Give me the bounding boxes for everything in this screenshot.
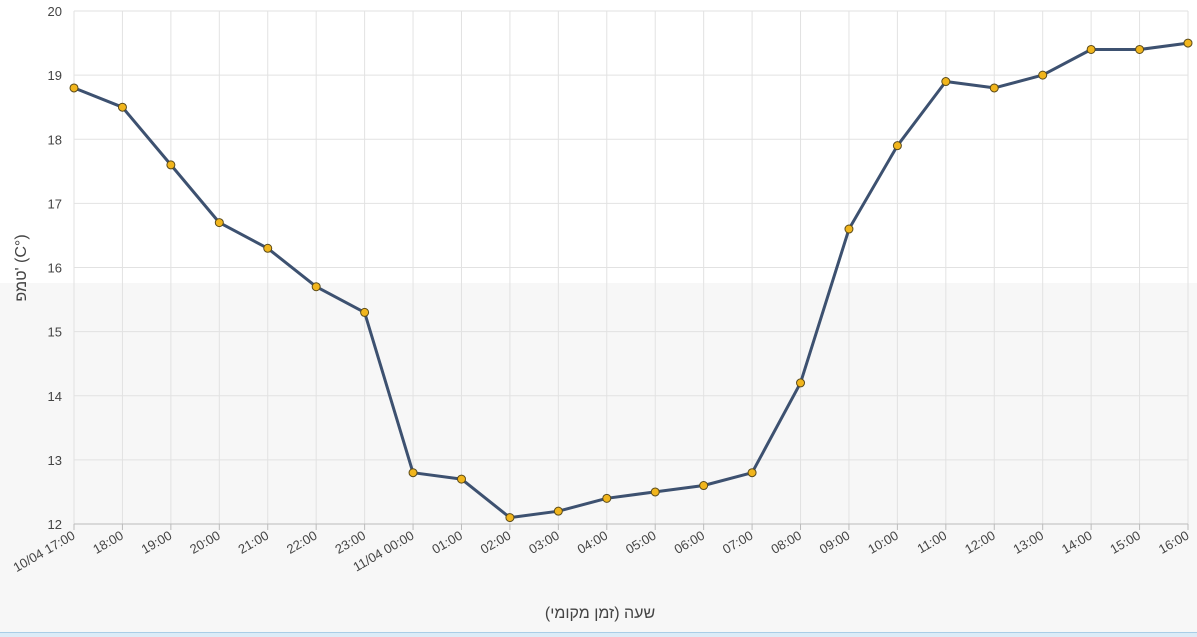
x-tick-label: 03:00 (526, 528, 562, 557)
bottom-border (0, 632, 1197, 637)
y-gridlines (73, 10, 1188, 525)
data-point[interactable] (360, 307, 370, 317)
temperature-series-line (73, 41, 1189, 520)
x-tick-label: 10:00 (865, 528, 901, 557)
data-point[interactable] (456, 474, 466, 484)
y-tick-label: 13 (48, 453, 62, 468)
y-tick-label: 14 (48, 389, 62, 404)
x-tick-label: 09:00 (817, 528, 853, 557)
y-tick-label: 20 (48, 4, 62, 19)
data-point-markers (69, 38, 1193, 523)
data-point[interactable] (166, 160, 176, 170)
x-tick-label: 15:00 (1107, 528, 1143, 557)
data-point[interactable] (941, 77, 951, 87)
x-tick-label: 21:00 (236, 528, 272, 557)
x-tick-label: 18:00 (90, 528, 126, 557)
x-tick-label: 22:00 (284, 528, 320, 557)
data-point[interactable] (553, 506, 563, 516)
data-point[interactable] (1086, 44, 1096, 54)
x-tick-label: 04:00 (575, 528, 611, 557)
x-tick-label: 05:00 (623, 528, 659, 557)
x-tick-label: 16:00 (1156, 528, 1192, 557)
y-axis-ticks: 12 13 14 15 16 17 18 19 20 (48, 4, 62, 532)
x-tick-label: 11:00 (914, 528, 949, 557)
x-tick-label: 19:00 (139, 528, 175, 557)
y-axis-title: טמפ' (C°) (13, 234, 30, 301)
x-tick-label: 10/04 17:00 (11, 528, 78, 575)
data-point[interactable] (989, 83, 999, 93)
data-point[interactable] (1183, 38, 1193, 48)
x-tick-label: 20:00 (187, 528, 223, 557)
data-point[interactable] (892, 141, 902, 151)
data-point[interactable] (747, 468, 757, 478)
y-tick-label: 18 (48, 132, 62, 147)
data-point[interactable] (505, 513, 515, 523)
x-axis-ticks: 10/04 17:00 18:00 19:00 20:00 21:00 22:00 23:0… (11, 528, 1192, 575)
data-point[interactable] (214, 218, 224, 228)
x-tick-label: 23:00 (332, 528, 368, 557)
x-tick-label: 08:00 (768, 528, 804, 557)
data-point[interactable] (117, 102, 127, 112)
data-point[interactable] (844, 224, 854, 234)
y-tick-label: 15 (48, 325, 62, 340)
y-tick-label: 19 (48, 68, 62, 83)
y-tick-label: 17 (48, 196, 62, 211)
data-point[interactable] (1038, 70, 1048, 80)
x-tick-label: 13:00 (1011, 528, 1047, 557)
data-point[interactable] (602, 493, 612, 503)
x-tick-label: 14:00 (1059, 528, 1095, 557)
data-point[interactable] (699, 481, 709, 491)
y-tick-label: 16 (48, 261, 62, 276)
x-tick-label: 07:00 (720, 528, 756, 557)
data-point[interactable] (1135, 44, 1145, 54)
x-tick-label: 01:00 (429, 528, 465, 557)
x-axis-title: שעה (זמן מקומי) (545, 605, 655, 622)
data-point[interactable] (650, 487, 660, 497)
x-gridlines (73, 11, 1189, 530)
y-tick-label: 12 (48, 517, 62, 532)
x-tick-label: 06:00 (671, 528, 707, 557)
data-point[interactable] (263, 243, 273, 253)
x-tick-label: 02:00 (478, 528, 514, 557)
x-tick-label: 12:00 (962, 528, 998, 557)
data-point[interactable] (311, 282, 321, 292)
data-point[interactable] (796, 378, 806, 388)
data-point[interactable] (69, 83, 79, 93)
data-point[interactable] (408, 468, 418, 478)
